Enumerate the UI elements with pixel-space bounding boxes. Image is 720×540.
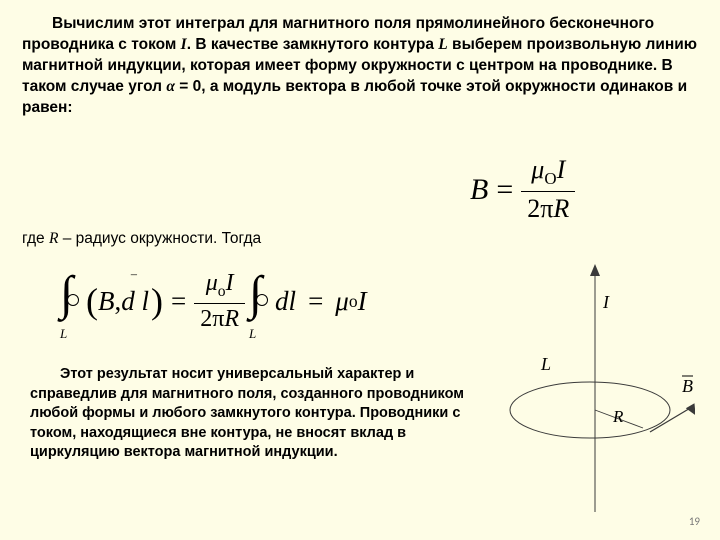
eq2-I1: I	[226, 270, 234, 296]
eq1-B: B	[470, 173, 488, 207]
slide-page: Вычислим этот интеграл для магнитного по…	[0, 0, 720, 540]
eq1-I: I	[557, 155, 566, 184]
svg-text:R: R	[612, 407, 624, 426]
p1-mid1: . В качестве замкнутого контура	[187, 36, 439, 53]
eq2-frac: μoI 2πR	[194, 270, 245, 333]
eq2-mu-sub: o	[218, 283, 226, 300]
svg-text:B: B	[682, 376, 693, 396]
eq2-dl: ‾ d l	[121, 286, 149, 317]
equation-integral: ∫ L ( B , ‾ d l ) = μoI 2πR	[60, 270, 420, 340]
svg-text:L: L	[540, 354, 551, 374]
eq2-comma: ,	[115, 286, 122, 317]
oint-symbol-1: ∫ L	[60, 272, 86, 330]
p2-R: R	[49, 230, 58, 247]
p3-text: Этот результат носит универсальный харак…	[30, 366, 464, 460]
eq1-R: R	[553, 194, 569, 223]
eq2-Rd: R	[224, 306, 239, 332]
paragraph-1: Вычислим этот интеграл для магнитного по…	[22, 14, 698, 119]
oint-symbol-2: ∫ L	[249, 272, 275, 330]
eq2-I2: I	[358, 286, 367, 317]
p2-pre: где	[22, 230, 49, 247]
p1-L: L	[438, 36, 447, 53]
eq2-mu: μ	[206, 270, 218, 296]
svg-text:I: I	[602, 292, 610, 312]
eq2-dl2: dl	[275, 286, 296, 317]
page-number: 19	[689, 515, 700, 528]
wire-loop-diagram: I L R B	[495, 260, 695, 520]
eq2-equals1: =	[171, 286, 186, 317]
p2-post: – радиус окружности. Тогда	[58, 230, 261, 247]
eq1-equals: =	[496, 173, 513, 207]
paragraph-3: Этот результат носит универсальный харак…	[30, 365, 470, 463]
eq2-mu2: μ	[335, 286, 349, 317]
eq1-fraction: μOI 2πR	[521, 155, 575, 224]
eq1-mu: μ	[531, 155, 544, 184]
eq2-lparen: (	[86, 280, 98, 322]
eq2-rparen: )	[151, 280, 163, 322]
eq1-2pi: 2π	[527, 194, 553, 223]
paragraph-2: где R – радиус окружности. Тогда	[22, 230, 261, 248]
p1-alpha: α	[166, 78, 175, 95]
eq2-2pi: 2π	[200, 306, 224, 332]
eq1-mu-sub: O	[544, 169, 556, 188]
eq2-mu2-sub: o	[349, 291, 358, 312]
eq2-equals2: =	[308, 286, 323, 317]
equation-B: B = μOI 2πR	[470, 155, 630, 215]
eq2-B: B	[98, 286, 115, 317]
